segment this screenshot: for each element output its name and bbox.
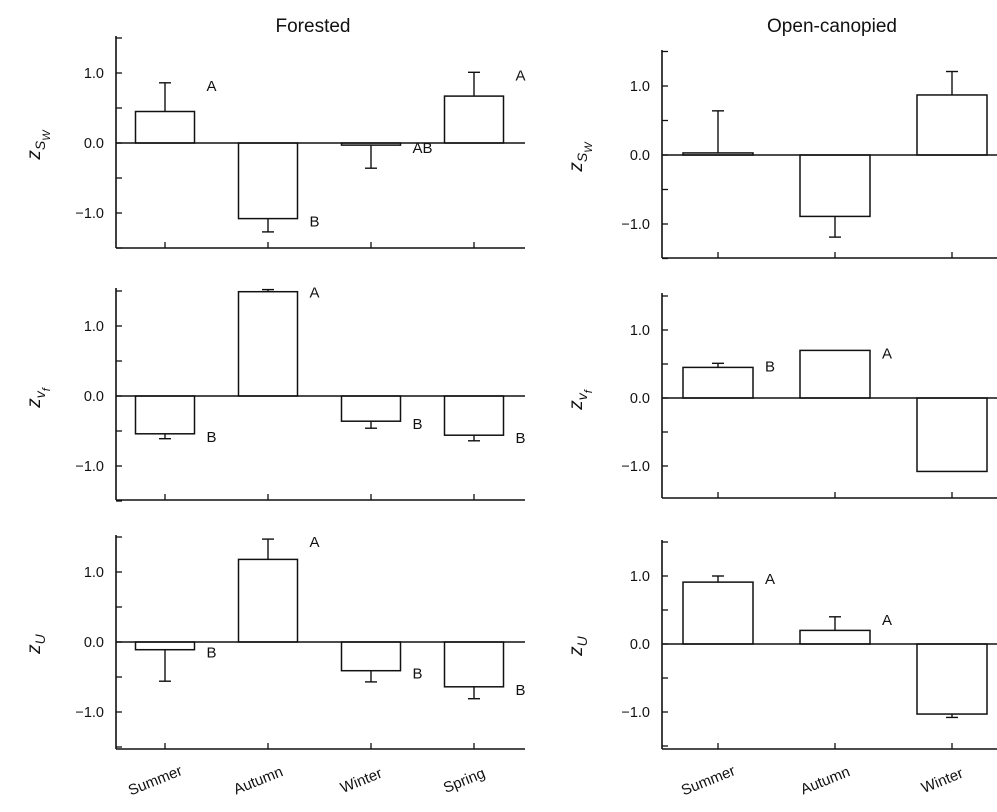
bar bbox=[340, 395, 402, 422]
significance-letter: B bbox=[207, 429, 217, 446]
bar bbox=[916, 643, 988, 715]
y-tick-label: −1.0 bbox=[75, 206, 104, 222]
column-title-open-canopied: Open-canopied bbox=[767, 16, 897, 37]
significance-letter: B bbox=[765, 358, 775, 375]
panel-open-sw: 1.0 0.0 −1.0 zSW bbox=[566, 50, 997, 260]
y-tick-label: 0.0 bbox=[630, 637, 650, 653]
column-title-forested: Forested bbox=[276, 16, 351, 37]
bar bbox=[134, 641, 196, 651]
y-tick-label: 1.0 bbox=[630, 569, 650, 585]
y-axis-label: zvf bbox=[24, 387, 53, 409]
bar bbox=[237, 142, 299, 220]
bar bbox=[916, 397, 988, 473]
y-tick-label: 1.0 bbox=[630, 79, 650, 95]
x-tick-label: Spring bbox=[441, 765, 488, 797]
significance-letter: AB bbox=[413, 140, 433, 157]
significance-letter: B bbox=[516, 682, 526, 699]
significance-letter: B bbox=[516, 430, 526, 447]
y-axis-label: zU bbox=[566, 635, 590, 657]
y-tick-label: −1.0 bbox=[75, 705, 104, 721]
x-tick-label: Winter bbox=[338, 765, 385, 797]
y-tick-label: 0.0 bbox=[630, 148, 650, 164]
bar bbox=[682, 581, 754, 645]
x-tick-label: Summer bbox=[679, 762, 738, 799]
y-axis-label: zU bbox=[24, 633, 48, 655]
y-tick-label: 0.0 bbox=[84, 389, 104, 405]
x-tick-label: Winter bbox=[919, 765, 966, 797]
bar bbox=[134, 110, 196, 144]
y-tick-label: 1.0 bbox=[84, 319, 104, 335]
bar bbox=[799, 349, 871, 399]
y-tick-label: 1.0 bbox=[630, 323, 650, 339]
x-tick-label: Summer bbox=[126, 762, 185, 799]
y-tick-label: −1.0 bbox=[75, 459, 104, 475]
significance-letter: B bbox=[413, 666, 423, 683]
panel-open-u: 1.00.0−1.0AABzUSummerAutumnWinter bbox=[566, 540, 997, 799]
y-tick-label: −1.0 bbox=[621, 217, 650, 233]
y-tick-label: 1.0 bbox=[84, 66, 104, 82]
panel-open-vf: 1.00.0−1.0BACzvf bbox=[566, 293, 997, 499]
x-tick-label: Autumn bbox=[798, 763, 852, 798]
bar bbox=[443, 395, 505, 436]
y-axis-label: zvf bbox=[566, 389, 595, 411]
y-tick-label: 0.0 bbox=[630, 391, 650, 407]
bar bbox=[340, 641, 402, 672]
bar bbox=[682, 366, 754, 399]
significance-letter: A bbox=[882, 345, 892, 362]
y-tick-label: 0.0 bbox=[84, 635, 104, 651]
bar bbox=[916, 94, 988, 156]
significance-letter: B bbox=[310, 214, 320, 231]
bar bbox=[799, 154, 871, 218]
significance-letter: A bbox=[516, 67, 526, 84]
significance-letter: A bbox=[310, 534, 320, 551]
y-tick-label: 0.0 bbox=[84, 136, 104, 152]
y-axis-label: zSW bbox=[24, 129, 53, 161]
y-tick-label: 1.0 bbox=[84, 565, 104, 581]
significance-letter: A bbox=[310, 285, 320, 302]
bar bbox=[799, 629, 871, 645]
significance-letter: A bbox=[765, 571, 775, 588]
bar bbox=[443, 641, 505, 688]
significance-letter: B bbox=[207, 645, 217, 662]
bar bbox=[237, 290, 299, 397]
x-tick-label: Autumn bbox=[231, 763, 285, 798]
significance-letter: B bbox=[413, 416, 423, 433]
bar bbox=[443, 95, 505, 144]
bar bbox=[134, 395, 196, 435]
y-axis-label: zSW bbox=[566, 141, 595, 173]
panel-forested-u: 1.0 0.0 −1.0 B A B BzU Summer Autumn Winter Spring bbox=[24, 534, 526, 799]
significance-letter: A bbox=[207, 78, 217, 95]
y-tick-label: −1.0 bbox=[621, 705, 650, 721]
bar bbox=[237, 558, 299, 643]
panels: 1.00.0−1.0ABABAzSW1.00.0−1.0BABBzvf1.00.… bbox=[24, 36, 997, 799]
y-tick-label: −1.0 bbox=[621, 459, 650, 475]
significance-letter: A bbox=[882, 612, 892, 629]
